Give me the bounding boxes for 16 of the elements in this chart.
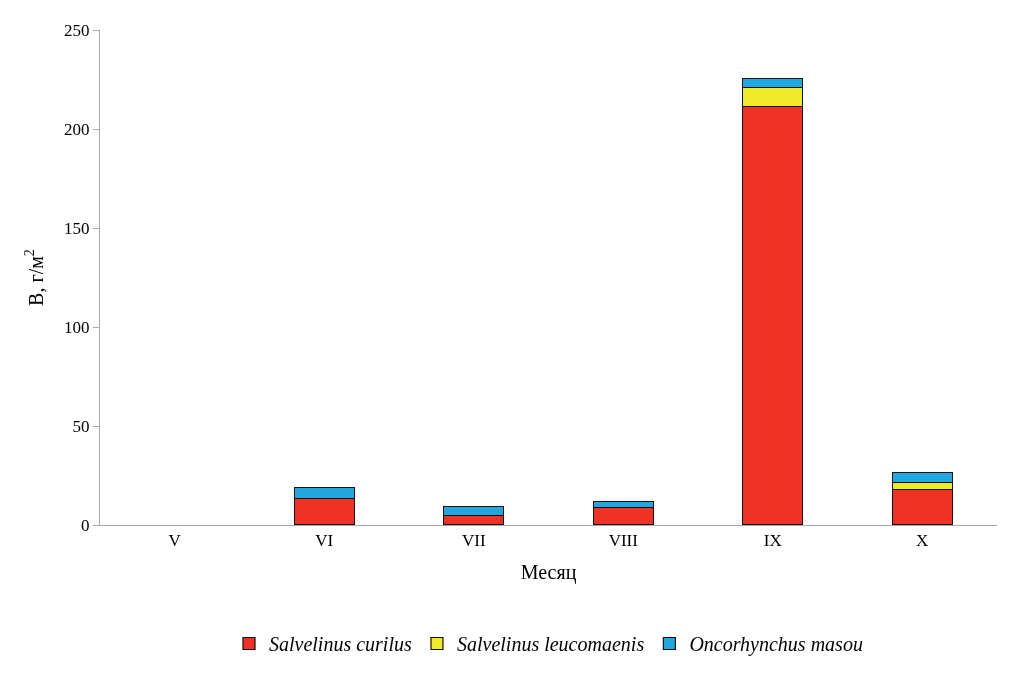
y-tick-label: 0	[81, 515, 90, 535]
y-tick-label: 50	[72, 416, 90, 436]
y-tick-label: 100	[64, 317, 90, 337]
x-tick-label: IX	[763, 531, 782, 551]
x-tick-label: X	[916, 531, 929, 551]
x-tick-label: VIII	[608, 531, 639, 551]
x-tick-label: V	[168, 531, 182, 551]
y-tick-label: 150	[64, 218, 90, 238]
legend-label: Salvelinus leucomaenis	[456, 633, 645, 656]
x-tick-label: VII	[461, 531, 486, 551]
x-axis-title: Месяц	[520, 560, 577, 584]
legend-label: Oncorhynchus masou	[689, 633, 863, 657]
x-tick-label: VI	[315, 531, 334, 551]
legend-label: Salvelinus curilus	[269, 633, 412, 656]
y-tick-label: 200	[64, 119, 90, 139]
y-tick-label: 250	[64, 20, 90, 40]
